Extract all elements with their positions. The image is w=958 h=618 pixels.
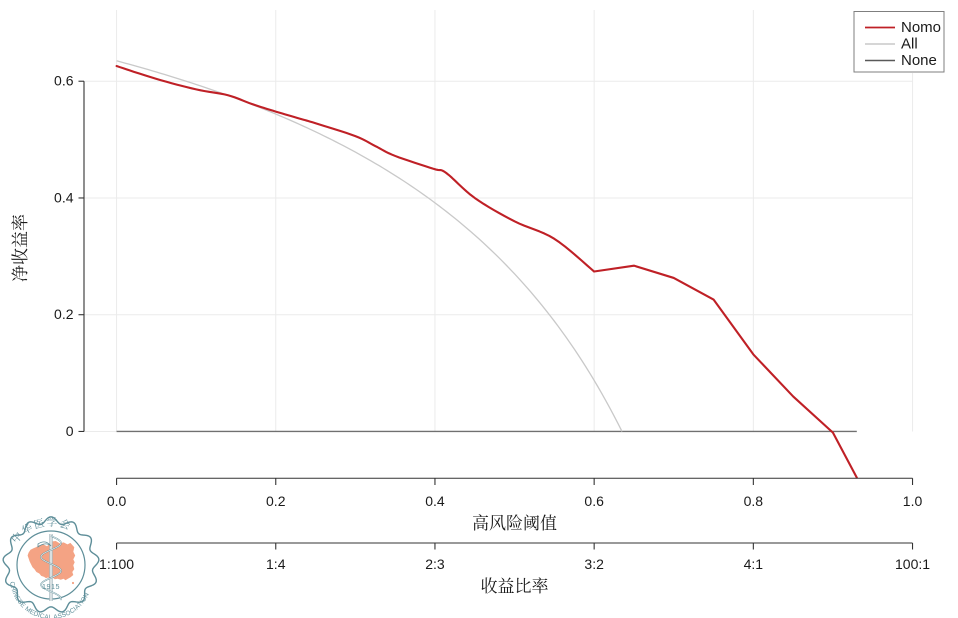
svg-text:0.4: 0.4 [54, 190, 74, 206]
svg-text:100:1: 100:1 [895, 556, 930, 572]
svg-text:All: All [901, 36, 918, 53]
svg-text:收益比率: 收益比率 [481, 572, 549, 597]
svg-text:4:1: 4:1 [744, 556, 764, 572]
svg-text:0.6: 0.6 [54, 73, 74, 89]
svg-text:0: 0 [66, 423, 74, 439]
svg-text:0.4: 0.4 [425, 493, 445, 509]
svg-text:0.2: 0.2 [266, 493, 286, 509]
svg-text:0.0: 0.0 [107, 493, 127, 509]
svg-text:3:2: 3:2 [584, 556, 604, 572]
svg-text:1:4: 1:4 [266, 556, 286, 572]
svg-text:2:3: 2:3 [425, 556, 445, 572]
svg-text:0.8: 0.8 [744, 493, 764, 509]
svg-text:None: None [901, 52, 937, 69]
svg-text:高风险阈值: 高风险阈值 [472, 509, 557, 534]
svg-text:Nomo: Nomo [901, 19, 941, 36]
svg-text:1.0: 1.0 [903, 493, 923, 509]
svg-text:1:100: 1:100 [99, 556, 134, 572]
svg-text:净收益率: 净收益率 [6, 214, 31, 282]
svg-text:0.2: 0.2 [54, 306, 74, 322]
svg-text:0.6: 0.6 [584, 493, 604, 509]
svg-text:1915: 1915 [42, 582, 60, 591]
